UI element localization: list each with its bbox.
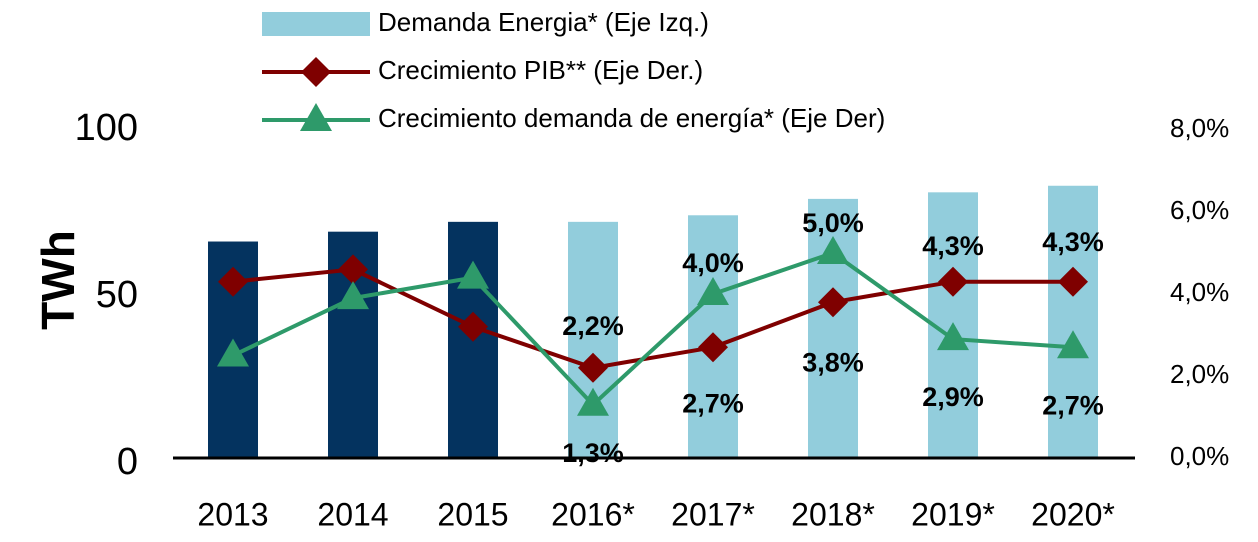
marker-diamond <box>938 266 968 297</box>
y2-tick-label: 0,0% <box>1170 441 1229 471</box>
y2-tick-label: 2,0% <box>1170 359 1229 389</box>
bar <box>568 221 618 458</box>
legend-label: Crecimiento PIB** (Eje Der.) <box>378 55 703 85</box>
data-label: 2,7% <box>1042 390 1104 420</box>
x-tick-label: 2014 <box>317 496 388 532</box>
data-label: 2,7% <box>682 388 744 418</box>
marker-diamond <box>578 352 608 383</box>
line-series <box>232 250 1074 408</box>
data-label: 1,3% <box>562 438 624 468</box>
marker-diamond <box>698 332 728 363</box>
marker-triangle <box>937 322 969 351</box>
marker-triangle <box>577 387 609 416</box>
legend-label: Crecimiento demanda de energía* (Eje Der… <box>378 103 885 133</box>
data-label: 2,2% <box>562 311 624 341</box>
data-label: 4,3% <box>922 231 984 261</box>
data-label: 2,9% <box>922 382 984 412</box>
marker-triangle <box>697 277 729 305</box>
data-label: 5,0% <box>802 208 864 238</box>
y-axis-label: TWh <box>32 230 84 330</box>
marker-diamond <box>458 311 488 342</box>
marker-diamond <box>818 287 848 318</box>
x-tick-label: 2020* <box>1031 496 1115 532</box>
marker-triangle <box>817 236 849 264</box>
marker-triangle <box>457 260 489 289</box>
data-label: 4,0% <box>682 248 744 278</box>
x-tick-label: 2018* <box>791 496 875 532</box>
y2-tick-label: 8,0% <box>1170 113 1229 143</box>
marker-diamond <box>301 57 331 87</box>
legend-label: Demanda Energia* (Eje Izq.) <box>378 7 709 37</box>
legend-swatch <box>262 12 370 36</box>
y2-tick-label: 4,0% <box>1170 277 1229 307</box>
marker-triangle <box>337 281 369 310</box>
y2-tick-label: 6,0% <box>1170 195 1229 225</box>
data-label: 4,3% <box>1042 227 1104 257</box>
y-tick-label: 50 <box>96 274 138 316</box>
marker-diamond <box>338 254 368 285</box>
bar <box>1048 185 1098 458</box>
marker-triangle <box>217 338 249 367</box>
x-tick-label: 2016* <box>551 496 635 532</box>
marker-diamond <box>218 266 248 297</box>
x-tick-label: 2019* <box>911 496 995 532</box>
y-tick-label: 100 <box>75 107 138 149</box>
x-tick-label: 2015 <box>437 496 508 532</box>
marker-diamond <box>1058 266 1088 297</box>
x-tick-label: 2013 <box>197 496 268 532</box>
marker-triangle <box>1057 330 1089 359</box>
line-series <box>232 267 1073 370</box>
x-tick-label: 2017* <box>671 496 755 532</box>
y-tick-label: 0 <box>117 441 138 483</box>
data-label: 3,8% <box>802 347 864 377</box>
marker-triangle <box>300 103 332 131</box>
